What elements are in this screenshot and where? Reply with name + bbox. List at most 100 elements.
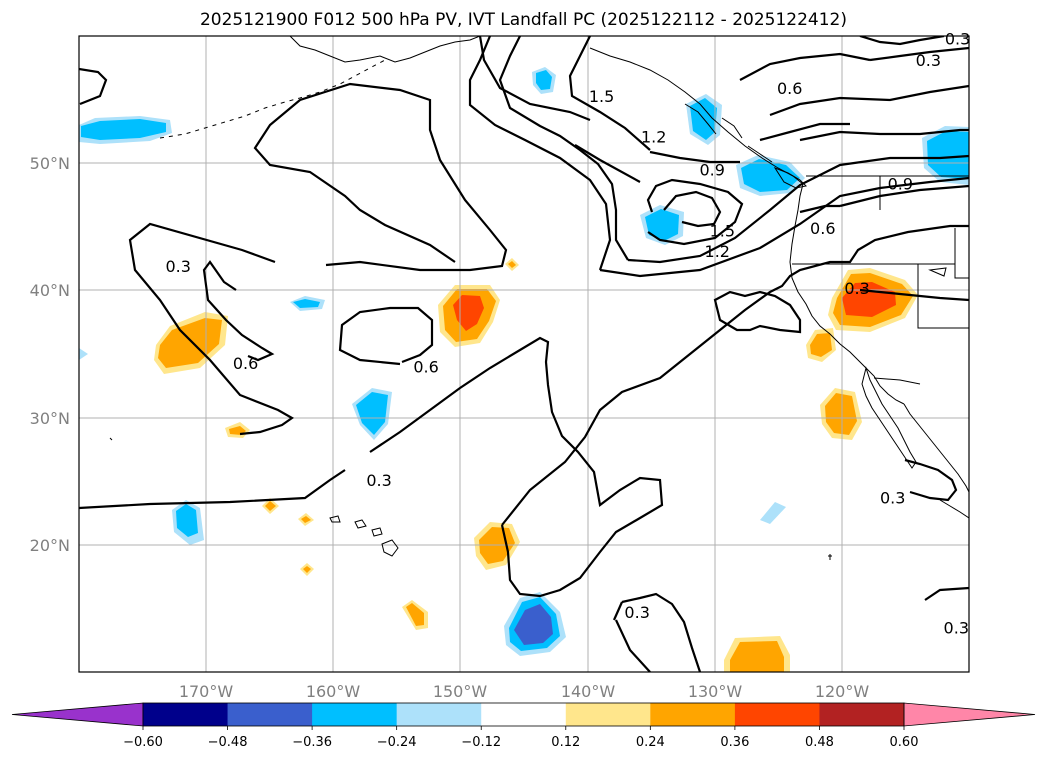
colorbar-tick-label: −0.48 [208,735,248,750]
negative-anomaly-patch [290,296,325,311]
colorbar-segment [481,703,567,726]
colorbar-extend-max [903,702,1036,727]
contour-0.3 [612,601,651,672]
lat-label-30n: 30°N [30,409,70,428]
contour-0.3 [369,336,664,598]
pv-contours [79,36,969,672]
negative-anomaly-patch [922,126,969,185]
negative-anomaly-patch [504,592,566,656]
colorbar-outline [142,702,905,727]
alaska-coast [289,36,481,63]
contour-1.5 [568,36,651,151]
colorbar [11,702,1036,727]
contour-0.9 [468,36,612,271]
contour-1.2 [799,128,969,142]
contour-label: 0.3 [165,257,190,276]
contour-0.9 [599,176,969,278]
contour-0.6 [859,288,969,302]
contour-label: 0.3 [366,471,391,490]
contour-0.6 [739,52,871,81]
aleutian-islands [159,59,386,139]
contour-0.6 [839,184,969,208]
lon-label-140w: 140°W [561,682,616,701]
contour-0.9 [759,122,850,142]
lat-label-50n: 50°N [30,154,70,173]
negative-anomaly-patch [352,388,392,440]
positive-anomaly-patch [402,600,428,630]
lat-label-20n: 20°N [30,536,70,555]
positive-anomaly-patch [438,285,500,347]
contour-0.9 [769,84,969,117]
positive-anomaly-patch [820,388,862,440]
contour-label: 1.5 [589,87,614,106]
contour-label: 0.6 [413,358,438,377]
negative-anomaly-patch [79,348,88,360]
longitude-labels: 170°W 160°W 150°W 140°W 130°W 120°W [179,682,870,701]
gulf-of-california-east [903,403,969,493]
colorbar-tick-label: 0.48 [805,735,834,750]
contour-label: 0.3 [916,51,941,70]
contour-0.6 [478,36,591,122]
contour-label: 0.6 [233,354,258,373]
contour-0.6 [338,306,434,366]
contour-0.3 [924,586,969,601]
contour-1.2 [627,154,969,264]
alaska-panhandle-coast [589,47,804,185]
contour-label: 0.9 [699,161,724,180]
mexico-border [873,377,921,385]
contour-1.5 [663,190,722,228]
negative-anomaly-patch [760,502,786,524]
colorbar-tick-label: 0.36 [720,735,749,750]
colorbar-segment [312,703,398,726]
contour-label: 0.3 [880,489,905,508]
colorbar-segment [396,703,482,726]
contour-0.3 [79,67,108,106]
lon-label-160w: 160°W [306,682,361,701]
colorbar-tick-label: −0.60 [123,735,163,750]
negative-anomaly-patch [79,116,172,144]
contour-0.3 [904,458,958,502]
contour-1.2 [498,36,629,261]
contour-label: 0.3 [624,603,649,622]
contour-0.3 [869,46,969,62]
positive-anomaly-patch [806,328,836,362]
map-frame [78,35,970,673]
negative-anomaly-patch [736,155,805,196]
negative-anomaly-patch [172,500,204,545]
contour-1.5 [649,150,740,164]
baja-california [861,366,917,469]
contour-0.6 [713,290,802,334]
contour-label: 0.3 [945,30,970,49]
vancouver-island [773,166,808,189]
contour-1.5 [646,178,744,246]
colorbar-tick-label: 0.12 [551,735,580,750]
contour-0.3 [859,36,945,46]
positive-anomaly-patch [828,268,918,332]
interior-lake [928,267,947,277]
us-west-coast [789,183,905,405]
colorbar-tick-label: 0.24 [636,735,665,750]
lat-label-40n: 40°N [30,281,70,300]
lon-label-120w: 120°W [815,682,870,701]
colorbar-segment [819,703,905,726]
colorbar-tick-label: −0.24 [377,735,417,750]
colorbar-segment [650,703,736,726]
anomaly-shading [79,67,969,672]
positive-anomaly-patch [505,258,519,271]
negative-anomaly-patch [640,205,684,245]
positive-anomaly-patch [225,422,250,438]
positive-anomaly-patch [300,563,314,576]
colorbar-segment [143,703,229,726]
contour-0.3 [621,592,702,672]
contour-0.3 [501,224,969,526]
contour-label: 0.3 [944,618,969,637]
colorbar-segment [734,703,820,726]
mexico-coast [939,499,969,519]
positive-anomaly-patch [298,513,314,526]
positive-anomaly-patch [474,522,520,570]
contour-label: 0.9 [888,175,913,194]
colorbar-tick-label: −0.36 [292,735,332,750]
positive-anomaly-patch [724,636,790,672]
hawaii-islands [329,515,399,557]
